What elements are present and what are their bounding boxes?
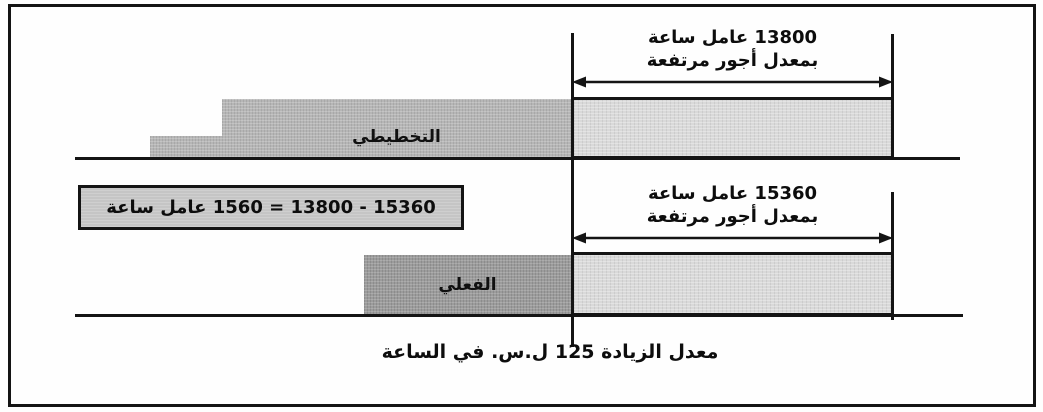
planned-dimension-line1: 13800 عامل ساعة (647, 27, 818, 48)
dimension-line-left (571, 33, 574, 347)
actual-dimension-line1: 15360 عامل ساعة (647, 183, 818, 204)
variance-formula-box: 15360 - 13800 = 1560 عامل ساعة (78, 185, 464, 230)
variance-formula-text: 15360 - 13800 = 1560 عامل ساعة (106, 197, 436, 218)
planned-bar-label: التخطيطي (352, 127, 441, 147)
planned-dimension-line2: بمعدل أجور مرتفعة (646, 50, 819, 71)
planned-dimension-bar (571, 97, 894, 159)
actual-dimension-bar (571, 252, 894, 316)
actual-baseline (75, 314, 963, 317)
dimension-line-right-top (891, 34, 894, 160)
rate-footnote: معدل الزيادة 125 ل.س. في الساعة (381, 341, 719, 363)
figure-border (8, 4, 1036, 407)
actual-dimension-line2: بمعدل أجور مرتفعة (646, 206, 819, 227)
actual-dimension-arrow-icon (572, 232, 893, 244)
planned-bar: التخطيطي (222, 99, 571, 157)
planned-bar-step (150, 136, 222, 157)
actual-dimension-label: 15360 عامل ساعة بمعدل أجور مرتفعة (571, 182, 894, 228)
actual-bar: الفعلي (364, 255, 571, 315)
planned-dimension-label: 13800 عامل ساعة بمعدل أجور مرتفعة (571, 26, 894, 72)
planned-dimension-arrow-icon (572, 76, 893, 88)
actual-bar-label: الفعلي (438, 275, 497, 295)
planned-baseline (75, 157, 960, 160)
